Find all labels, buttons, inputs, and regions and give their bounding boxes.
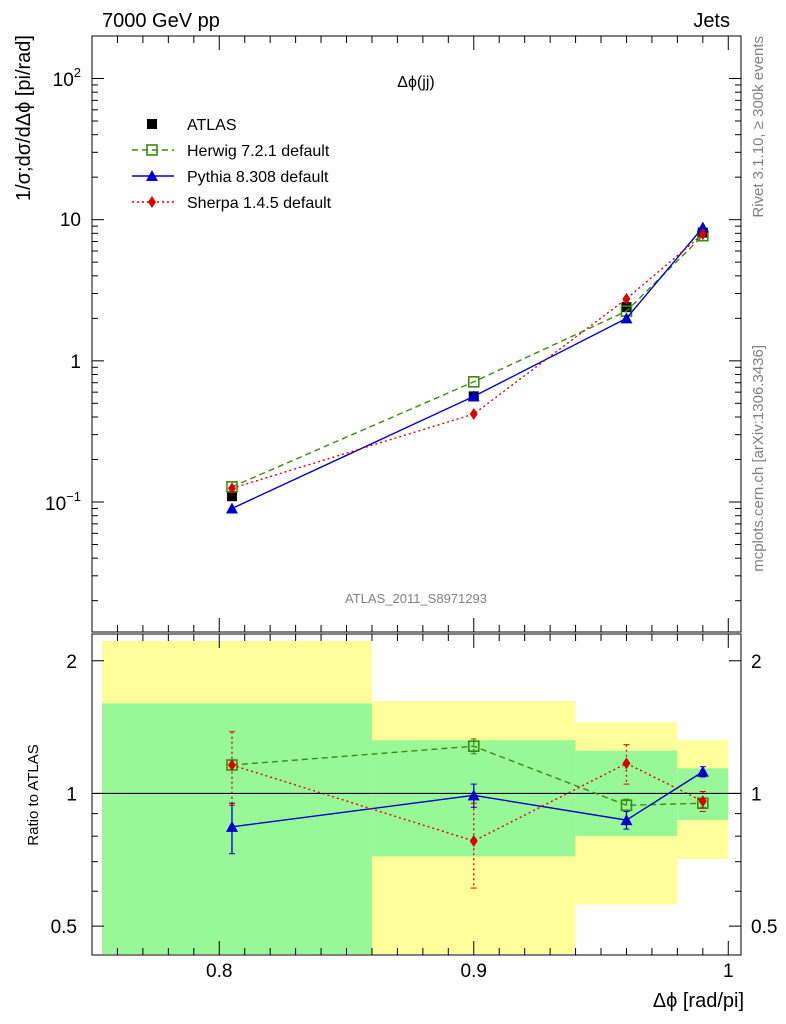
plot-title: Δϕ(jj) [397, 74, 434, 91]
legend: ATLAS Herwig 7.2.1 default Pythia 8.308 de… [132, 117, 332, 212]
ratio-y-tick-label-left: 0.5 [51, 917, 77, 938]
series-point-2 [227, 482, 236, 495]
ratio-line-2 [231, 762, 704, 842]
series-point-2 [698, 228, 707, 241]
series-line-1 [231, 227, 704, 510]
ratio-y-tick-label-right: 1 [751, 784, 762, 805]
y-tick-exp-2: 2 [74, 65, 81, 80]
legend-label-atlas: ATLAS [187, 117, 237, 134]
main-panel-frame [91, 35, 742, 633]
mcplots-label: mcplots.cern.ch [arXiv:1306.3436] [750, 345, 767, 572]
ratio-point-1 [620, 814, 633, 826]
data-point-atlas [226, 491, 237, 502]
ratio-y-tick-label-right: 2 [751, 652, 762, 673]
band-inner-bin-0 [102, 703, 372, 954]
ratio-point-1 [225, 820, 238, 832]
series-point-2 [622, 292, 631, 305]
y-axis-title: 1/σ;dσ/dΔϕ [pi/rad] [13, 35, 35, 201]
ratio-point-2 [227, 759, 236, 772]
analysis-label: ATLAS_2011_S8971293 [345, 591, 487, 606]
main-y-tick-labels: 102 10 1 10−1 [45, 65, 81, 515]
ratio-panel-frame [91, 633, 742, 956]
legend-label-0: Herwig 7.2.1 default [187, 143, 330, 160]
series-point-2 [469, 408, 478, 421]
ratio-y-tick-label-left: 2 [66, 652, 77, 673]
y-tick-base: 10 [45, 494, 66, 515]
x-tick-label: 0.9 [461, 961, 487, 982]
rivet-label: Rivet 3.1.10, ≥ 300k events [750, 36, 767, 218]
x-axis-title: Δϕ [rad/pi] [653, 990, 744, 1012]
ratio-point-0 [467, 740, 480, 752]
ratio-point-2 [469, 835, 478, 848]
ratio-line-0 [231, 745, 703, 806]
legend-marker-atlas [147, 119, 157, 129]
x-tick-label: 0.8 [206, 961, 232, 982]
legend-marker-1 [146, 170, 158, 181]
series-point-1 [696, 221, 709, 233]
series-point-1 [225, 502, 238, 514]
x-tick-label: 1 [723, 961, 734, 982]
series-point-1 [620, 312, 633, 324]
series-point-0 [467, 376, 480, 388]
ratio-point-2 [622, 757, 631, 770]
header-left-label: 7000 GeV pp [102, 10, 220, 32]
y-tick-label-1: 1 [70, 352, 81, 373]
ratio-y-axis-title: Ratio to ATLAS [25, 744, 42, 845]
ratio-bands [102, 640, 729, 954]
legend-label-1: Pythia 8.308 default [187, 169, 329, 186]
series-layer [225, 221, 709, 889]
legend-marker-2 [148, 196, 156, 208]
axes: 2 2 1 1 0.5 0.5 0.8 0.9 1 [51, 35, 777, 982]
y-tick-label-100: 102 [53, 65, 81, 91]
ratio-point-2 [698, 795, 707, 808]
ratio-point-1 [467, 789, 480, 801]
series-line-2 [231, 233, 704, 489]
header-right-label: Jets [693, 10, 730, 32]
series-line-0 [231, 235, 704, 488]
series-point-1 [467, 390, 480, 402]
y-tick-label-0.1: 10−1 [45, 489, 81, 515]
legend-marker-0 [146, 144, 158, 156]
legend-label-2: Sherpa 1.4.5 default [187, 195, 332, 212]
y-tick-exp-m1: −1 [66, 489, 81, 504]
y-tick-base: 10 [53, 70, 74, 91]
ratio-line-1 [231, 771, 704, 828]
ratio-y-tick-label-left: 1 [66, 784, 77, 805]
y-tick-label-10: 10 [60, 210, 81, 231]
data-point-atlas [621, 302, 632, 313]
ratio-y-tick-label-right: 0.5 [751, 917, 777, 938]
ratio-point-1 [696, 765, 709, 777]
ratio-point-0 [620, 799, 633, 812]
